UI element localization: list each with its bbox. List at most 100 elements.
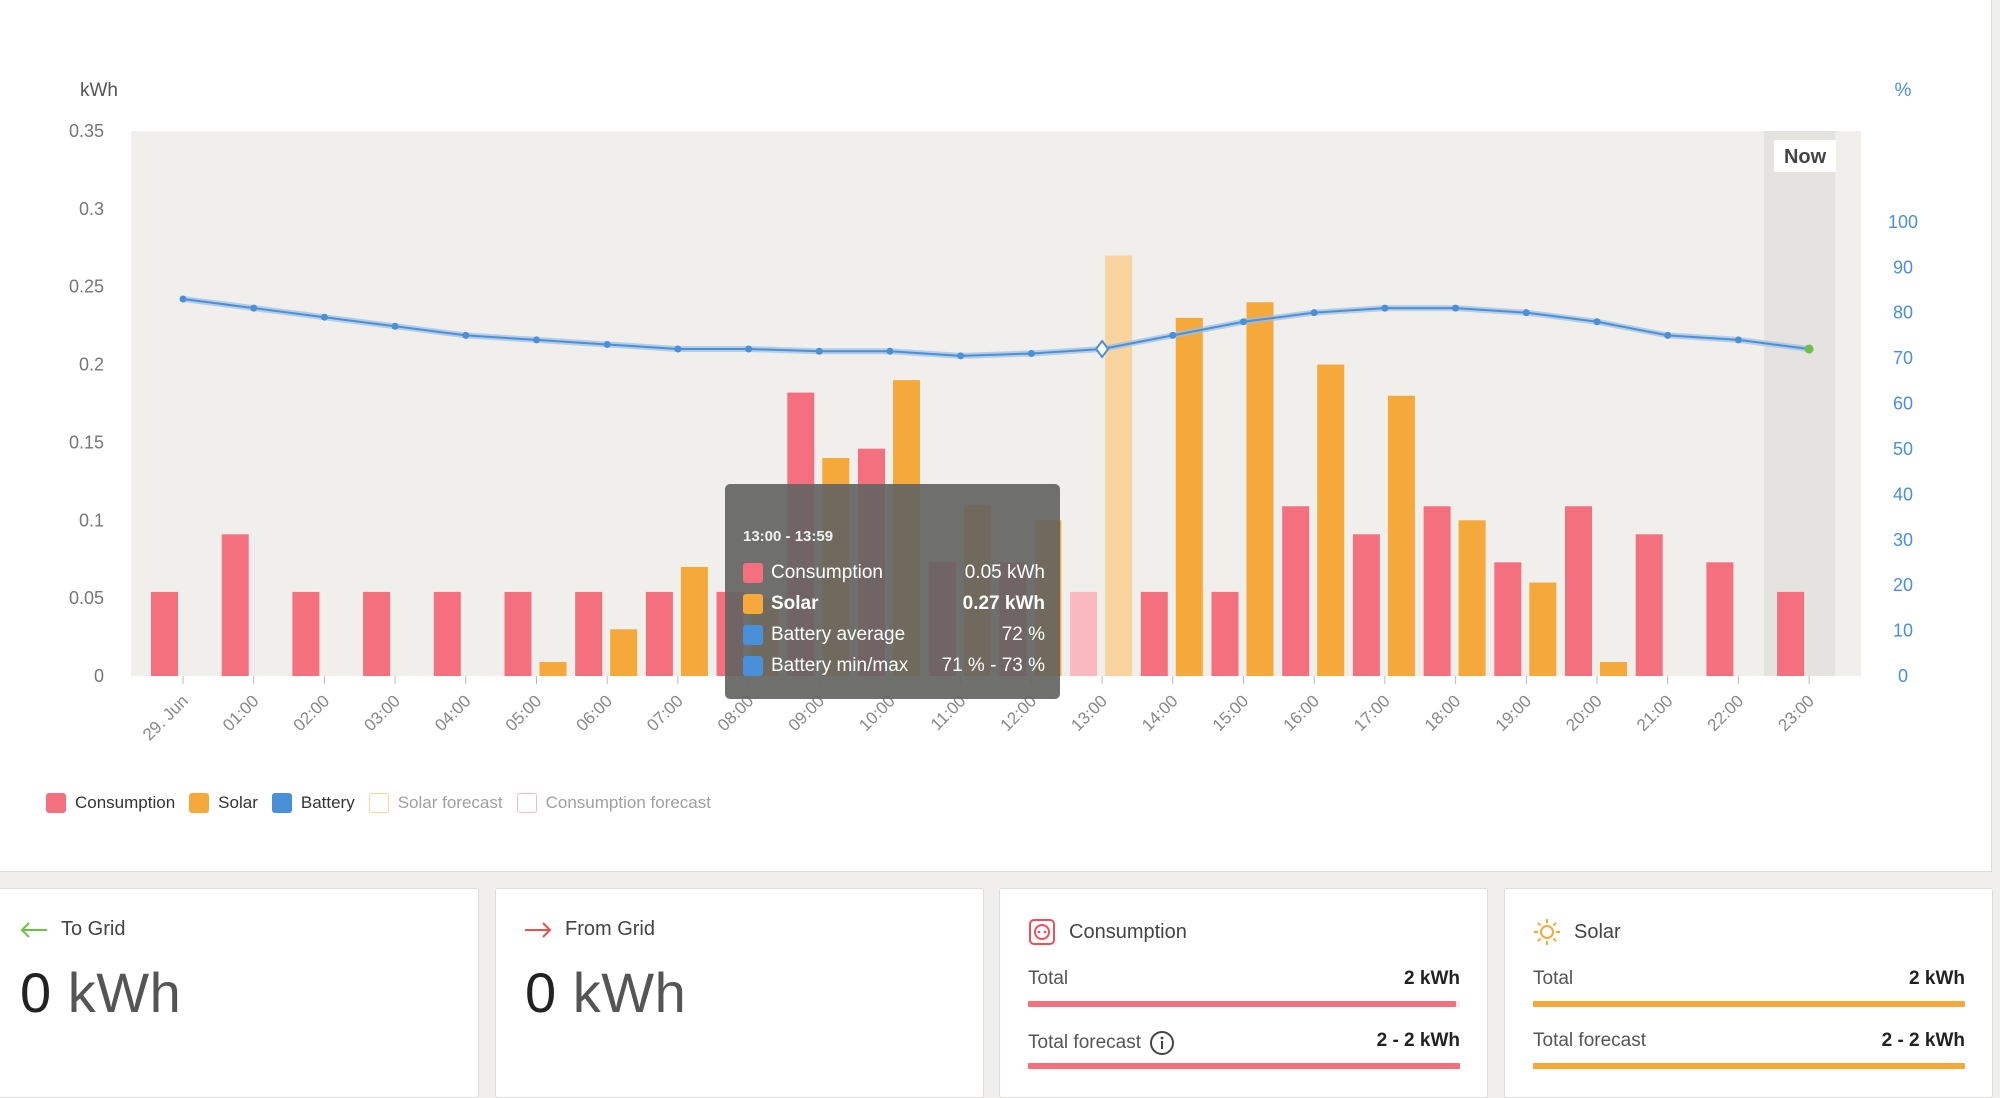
consumption-bar	[151, 591, 178, 676]
y-tick-right: 70	[1893, 348, 1913, 368]
legend-item-consumption-forecast[interactable]: Consumption forecast	[516, 793, 711, 813]
consumption-bar	[363, 591, 391, 676]
consumption-bar	[1494, 562, 1522, 676]
solar-bar	[610, 629, 638, 676]
consumption-total-label: Total	[1028, 968, 1069, 989]
x-tick-label: 22:00	[1704, 691, 1748, 735]
y-tick-right: 30	[1893, 530, 1913, 550]
y-tick-right: 20	[1893, 575, 1913, 595]
tooltip-row-battery-minmax: Battery min/max 71 % - 73 %	[743, 654, 1045, 678]
solar-label: Solar	[1574, 920, 1621, 943]
consumption-bar	[1282, 506, 1310, 676]
chart-legend: Consumption Solar Battery Solar forecast…	[46, 793, 725, 813]
solar-total-label: Total	[1533, 968, 1574, 989]
solar-title: Solar	[1533, 918, 1621, 946]
legend-swatch-solar-forecast	[368, 793, 389, 813]
x-tick-label: 02:00	[290, 691, 334, 735]
consumption-forecast-bar	[1028, 1063, 1460, 1069]
solar-bar	[539, 661, 567, 676]
y-tick-right: 40	[1893, 484, 1913, 504]
x-tick-label: 07:00	[643, 691, 687, 735]
consumption-bar	[1423, 506, 1451, 676]
x-tick-label: 19:00	[1492, 691, 1536, 735]
consumption-bar	[575, 591, 603, 676]
tooltip-value: 0.05 kWh	[964, 562, 1045, 583]
x-tick-label: 01:00	[219, 691, 263, 735]
x-tick-label: 04:00	[431, 691, 475, 735]
consumption-bar	[1635, 534, 1663, 676]
legend-item-solar-forecast[interactable]: Solar forecast	[368, 793, 503, 813]
battery-point	[179, 295, 187, 303]
x-tick-label: 23:00	[1774, 691, 1818, 735]
from-grid-number: 0	[525, 961, 557, 1024]
battery-point	[674, 345, 682, 353]
consumption-forecast-label-row: Total forecast	[1028, 1030, 1175, 1056]
battery-point	[815, 347, 823, 355]
tooltip-swatch-solar	[743, 594, 763, 614]
info-icon[interactable]	[1149, 1030, 1175, 1056]
tooltip-swatch-battery	[743, 625, 763, 645]
legend-label-battery: Battery	[300, 793, 355, 812]
to-grid-card	[0, 888, 479, 1098]
consumption-label: Consumption	[1069, 920, 1187, 943]
solar-bar	[1387, 395, 1415, 676]
battery-point	[957, 352, 965, 360]
solar-bar	[1175, 317, 1203, 676]
battery-line	[182, 298, 1810, 357]
x-tick-label: 17:00	[1350, 691, 1394, 735]
legend-label-solar-forecast: Solar forecast	[397, 793, 503, 812]
from-grid-unit: kWh	[572, 961, 687, 1024]
tooltip-swatch-consumption	[743, 563, 763, 583]
legend-item-solar[interactable]: Solar	[189, 793, 258, 813]
y-tick-right: 10	[1893, 621, 1913, 641]
battery-point	[1169, 331, 1177, 339]
legend-swatch-battery	[271, 793, 292, 813]
x-tick-label: 13:00	[1067, 691, 1111, 735]
tooltip-row-solar: Solar 0.27 kWh	[743, 592, 1045, 616]
y-axis-left-title: kWh	[80, 80, 118, 101]
battery-point	[1734, 336, 1742, 344]
from-grid-card	[495, 888, 984, 1098]
legend-item-battery[interactable]: Battery	[271, 793, 355, 813]
battery-point	[745, 345, 753, 353]
battery-hover-marker	[1094, 339, 1110, 359]
x-tick-label: 05:00	[502, 691, 546, 735]
battery-point	[1027, 350, 1035, 358]
legend-swatch-solar	[189, 793, 210, 813]
legend-label-solar: Solar	[218, 793, 258, 812]
consumption-bar	[1140, 591, 1168, 676]
x-tick-label: 06:00	[573, 691, 617, 735]
tooltip-row-consumption: Consumption 0.05 kWh	[743, 561, 1045, 585]
consumption-forecast-label: Total forecast	[1028, 1032, 1141, 1053]
consumption-bar	[221, 534, 249, 676]
battery-point	[1664, 331, 1672, 339]
consumption-bar	[645, 591, 673, 676]
tooltip-name: Solar	[771, 593, 819, 614]
y-tick-left: 0	[94, 666, 104, 686]
battery-point	[1804, 344, 1814, 354]
tooltip-row-battery-average: Battery average 72 %	[743, 623, 1045, 647]
to-grid-number: 0	[20, 961, 52, 1024]
consumption-forecast-value: 2 - 2 kWh	[1376, 1030, 1460, 1051]
y-tick-left: 0.3	[79, 199, 104, 219]
solar-forecast-bar	[1533, 1063, 1965, 1069]
from-grid-label: From Grid	[565, 918, 655, 940]
y-tick-right: 0	[1898, 666, 1908, 686]
legend-item-consumption[interactable]: Consumption	[46, 793, 175, 813]
consumption-title: Consumption	[1028, 918, 1187, 946]
solar-bar	[1458, 520, 1486, 676]
solar-bar	[1246, 302, 1274, 676]
consumption-bar	[292, 591, 320, 676]
consumption-bar	[504, 591, 532, 676]
solar-bar	[1317, 364, 1345, 676]
y-tick-left: 0.15	[69, 432, 104, 452]
now-region	[1764, 131, 1836, 676]
y-tick-left: 0.05	[69, 588, 104, 608]
y-tick-right: 60	[1893, 394, 1913, 414]
y-tick-right: 50	[1893, 439, 1913, 459]
to-grid-value: 0 kWh	[20, 960, 181, 1025]
now-label: Now	[1784, 146, 1827, 168]
battery-point	[886, 347, 894, 355]
y-tick-left: 0.25	[69, 277, 104, 297]
